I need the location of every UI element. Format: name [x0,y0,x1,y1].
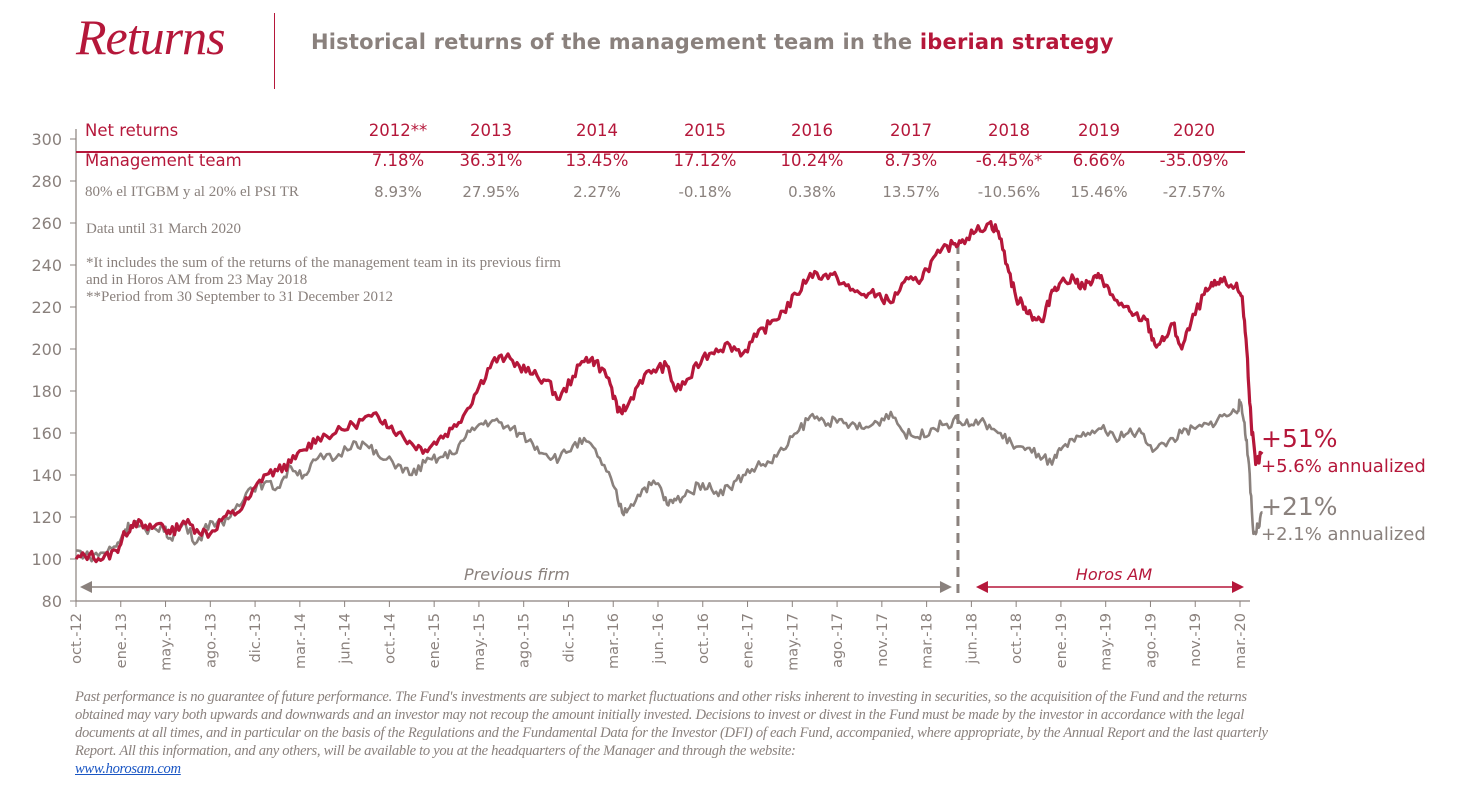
x-tick-label: ago.-19 [1143,613,1159,668]
x-tick-label: ene.-19 [1054,613,1070,668]
data-until-note: Data until 31 March 2020 [86,221,241,237]
x-tick-label: oct.-16 [696,613,712,664]
benchmark-line [76,398,1263,563]
x-tick-label: nov.-17 [875,613,891,667]
benchmark-return: 8.93% [374,183,422,201]
x-tick-label: jun.-14 [338,613,354,665]
y-tick-label: 100 [31,550,62,569]
horos-am-label: Horos AM [1076,565,1153,584]
x-tick-label: oct.-12 [69,613,85,664]
y-tick-label: 120 [31,508,62,527]
y-tick-label: 260 [31,214,62,233]
benchmark-return: 2.27% [573,183,621,201]
table-year-header: 2015 [684,121,726,140]
y-tick-label: 200 [31,340,62,359]
x-tick-label: mar.-20 [1233,613,1249,669]
benchmark-return: 27.95% [462,183,520,201]
table-year-header: 2013 [470,121,512,140]
management-team-return: 17.12% [673,151,737,170]
benchmark-return: -27.57% [1162,183,1226,201]
arrow-right-icon [1232,581,1244,593]
footnote-2: **Period from 30 September to 31 Decembe… [86,289,394,305]
y-tick-label: 240 [31,256,62,275]
x-tick-label: mar.-16 [606,613,622,669]
table-year-header: 2017 [890,121,932,140]
management-team-return: -6.45%* [975,151,1043,170]
y-tick-label: 160 [31,424,62,443]
management-team-return: 13.45% [565,151,629,170]
table-rule [76,151,1245,153]
x-tick-label: ene.-15 [427,613,443,668]
x-tick-label: mar.-14 [293,613,309,669]
previous-firm-label: Previous firm [464,565,570,584]
x-tick-label: oct.-14 [382,613,398,664]
title-divider [274,13,275,89]
table-year-header: 2018 [988,121,1030,140]
y-tick-label: 300 [31,130,62,149]
x-tick-label: ago.-13 [203,613,219,668]
y-tick-label: 280 [31,172,62,191]
footnote-1-line-1: *It includes the sum of the returns of t… [86,255,561,271]
management-team-return: -35.09% [1159,151,1229,170]
team-annualized-return: +5.6% annualized [1261,456,1426,477]
arrow-left-icon [975,581,988,593]
table-year-header: 2012** [368,121,428,140]
benchmark-return: -0.18% [678,183,732,201]
page-title: Returns [76,9,226,65]
website-link[interactable]: www.horosam.com [75,761,181,777]
arrow-left-icon [80,581,92,593]
y-tick-label: 180 [31,382,62,401]
management-team-line [74,220,1264,564]
subtitle-prefix: Historical returns of the management tea… [311,30,920,54]
x-tick-label: ene.-17 [741,613,757,668]
index-total-return: +21% [1261,492,1338,521]
x-tick-label: ago.-15 [517,613,533,668]
table-year-header: 2019 [1078,121,1120,140]
x-tick-label: dic.-15 [561,613,577,663]
index-annualized-return: +2.1% annualized [1261,524,1426,545]
management-team-return: 10.24% [780,151,844,170]
x-tick-label: jun.-18 [964,613,980,665]
management-team-return: 36.31% [459,151,523,170]
benchmark-return: -10.56% [977,183,1041,201]
table-year-header: 2014 [576,121,618,140]
x-tick-label: nov.-19 [1188,613,1204,667]
disclaimer-text: Past performance is no guarantee of futu… [75,689,1268,759]
row-label-benchmark: 80% el ITGBM y al 20% el PSI TR [85,184,299,200]
x-tick-label: mar.-18 [920,613,936,669]
footnote-1-line-2: and in Horos AM from 23 May 2018 [86,272,308,288]
row-label-management-team: Management team [85,151,242,170]
y-tick-label: 80 [42,592,62,611]
management-team-return: 7.18% [371,151,425,170]
x-tick-label: ene.-13 [114,613,130,668]
subtitle-accent: iberian strategy [919,30,1114,54]
x-tick-label: may.-15 [472,613,488,671]
y-tick-label: 220 [31,298,62,317]
table-year-header: 2016 [791,121,833,140]
team-total-return: +51% [1261,424,1338,453]
x-tick-label: jun.-16 [651,613,667,665]
benchmark-return: 15.46% [1070,183,1128,201]
page-subtitle: Historical returns of the management tea… [311,30,1114,54]
x-tick-label: ago.-17 [830,613,846,668]
benchmark-return: 13.57% [882,183,940,201]
table-year-header: 2020 [1173,121,1215,140]
x-tick-label: may.-19 [1099,613,1115,671]
disclaimer: Past performance is no guarantee of futu… [75,688,1275,778]
management-team-return: 6.66% [1072,151,1126,170]
x-tick-label: dic.-13 [248,613,264,663]
benchmark-return: 0.38% [788,183,836,201]
x-tick-label: may.-13 [159,613,175,671]
x-tick-label: oct.-18 [1009,613,1025,664]
y-tick-label: 140 [31,466,62,485]
x-tick-label: may.-17 [785,613,801,671]
management-team-return: 8.73% [884,151,938,170]
table-header-label: Net returns [85,121,179,140]
arrow-right-icon [939,581,952,593]
